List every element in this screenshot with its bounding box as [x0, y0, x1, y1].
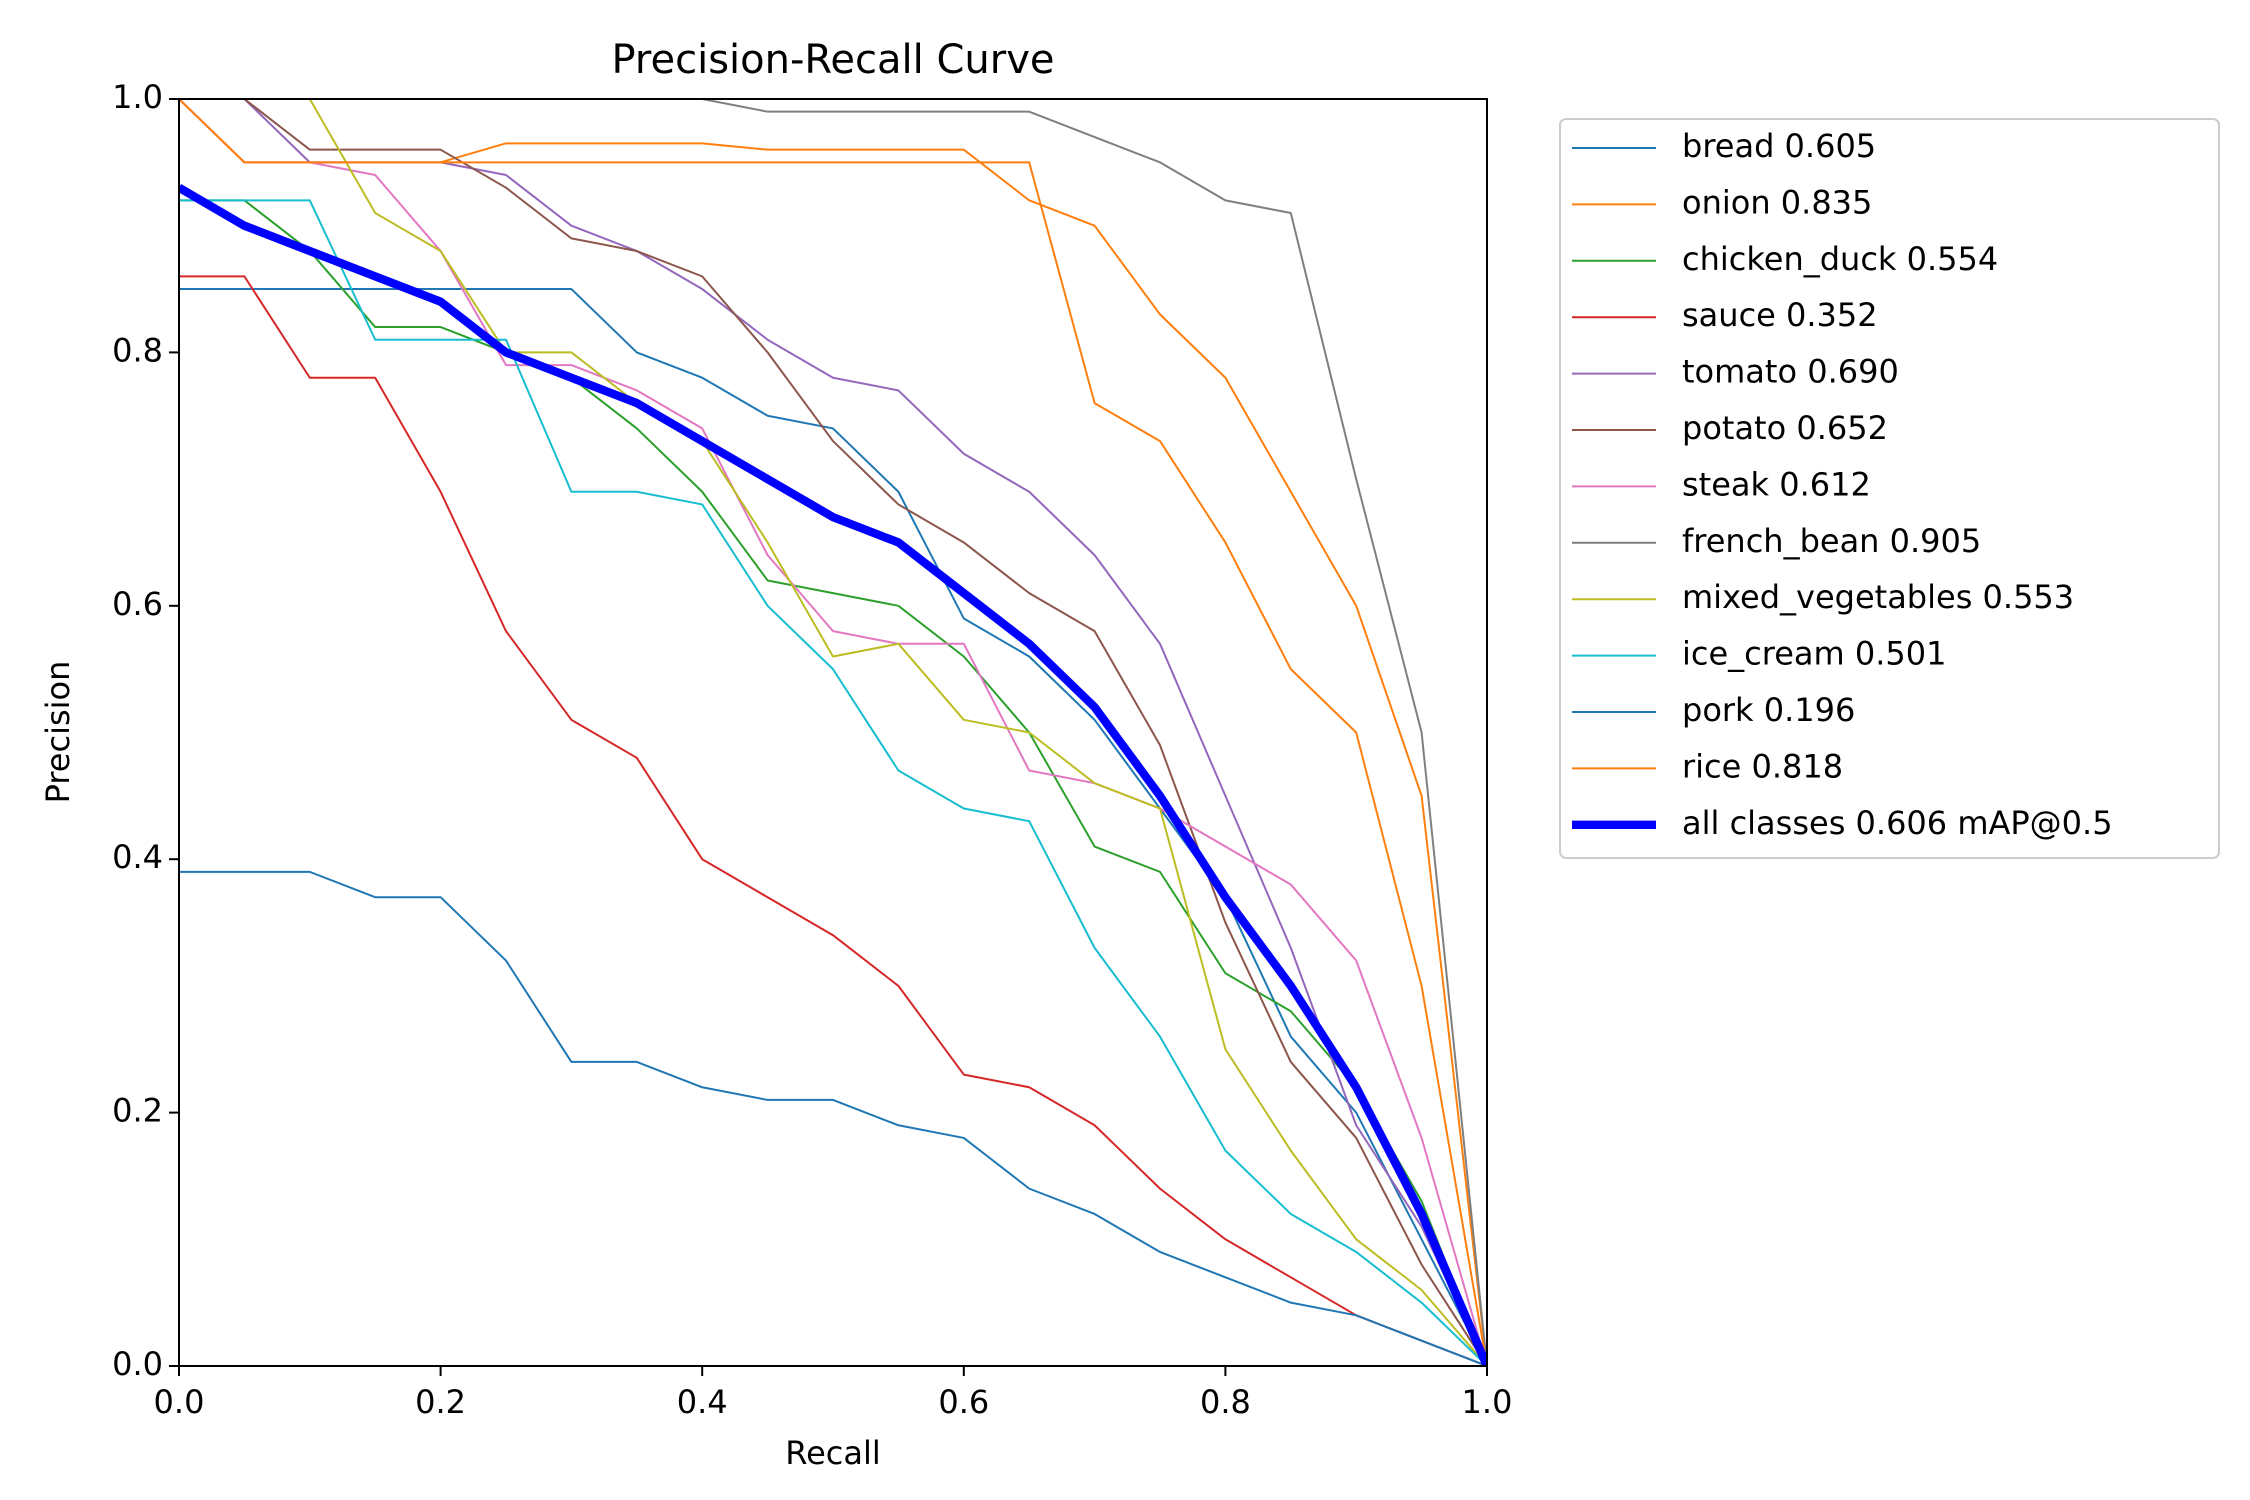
pr-curve: [179, 199, 1487, 1366]
chart-title: Precision-Recall Curve: [612, 37, 1055, 83]
y-tick-label: 1.0: [112, 78, 163, 116]
legend-label: tomato 0.690: [1682, 353, 1899, 391]
legend-label: mixed_vegetables 0.553: [1682, 578, 2074, 616]
pr-curve: [179, 99, 1487, 1366]
legend-label: onion 0.835: [1682, 183, 1872, 221]
x-tick-label: 0.0: [154, 1383, 205, 1421]
x-tick-label: 0.4: [677, 1383, 728, 1421]
y-tick-label: 0.2: [112, 1092, 163, 1130]
y-tick-label: 0.0: [112, 1345, 163, 1383]
plot-frame: [178, 98, 1488, 1367]
legend-label: steak 0.612: [1682, 465, 1871, 503]
pr-curve: [179, 184, 1487, 1366]
x-tick-label: 1.0: [1462, 1383, 1513, 1421]
x-tick-label: 0.2: [415, 1383, 466, 1421]
legend-label: sauce 0.352: [1682, 296, 1878, 334]
pr-curve: [179, 99, 1487, 1366]
pr-curve: [179, 275, 1487, 1366]
legend-label: chicken_duck 0.554: [1682, 240, 1998, 278]
legend-box: [1559, 118, 2220, 859]
legend-label: french_bean 0.905: [1682, 522, 1981, 560]
pr-curve: [179, 99, 1487, 1366]
y-tick-label: 0.8: [112, 331, 163, 369]
y-tick-label: 0.4: [112, 838, 163, 876]
y-axis-label: Precision: [39, 661, 77, 804]
pr-curve: [179, 870, 1487, 1366]
plot-area: [179, 99, 1487, 1366]
x-tick-label: 0.8: [1200, 1383, 1251, 1421]
pr-curve: [179, 288, 1487, 1366]
pr-curve: [179, 99, 1487, 1366]
x-axis-label: Recall: [785, 1434, 880, 1472]
legend-label: potato 0.652: [1682, 409, 1888, 447]
legend-label: rice 0.818: [1682, 747, 1843, 785]
pr-curve: [179, 199, 1487, 1366]
legend-label: ice_cream 0.501: [1682, 635, 1946, 673]
pr-curve: [179, 99, 1487, 1366]
legend-label: bread 0.605: [1682, 127, 1876, 165]
legend-label: pork 0.196: [1682, 691, 1855, 729]
legend-label: all classes 0.606 mAP@0.5: [1682, 804, 2113, 842]
y-tick-label: 0.6: [112, 585, 163, 623]
x-tick-label: 0.6: [938, 1383, 989, 1421]
